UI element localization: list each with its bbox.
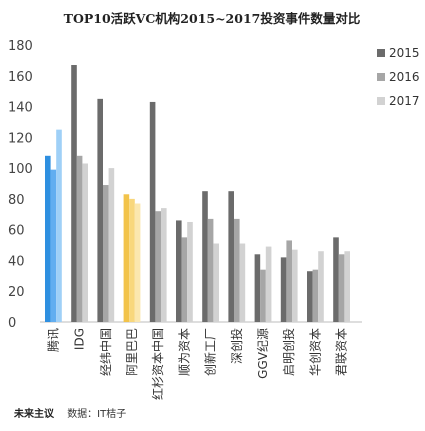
- y-tick-label: 120: [8, 131, 33, 146]
- legend-label: 2017: [389, 94, 420, 108]
- y-tick-label: 160: [8, 70, 33, 85]
- x-tick-label: 腾讯: [45, 328, 60, 352]
- y-tick-label: 80: [8, 193, 25, 208]
- legend-swatch: [377, 97, 385, 105]
- brand-label: 未来主议: [14, 409, 54, 420]
- x-tick-label: 红杉资本中国: [150, 328, 165, 400]
- bar-2017: [56, 129, 62, 322]
- bars: [45, 65, 350, 322]
- x-tick-label: 启明创投: [281, 328, 296, 376]
- y-tick-label: 20: [8, 285, 25, 300]
- x-axis: 腾讯 IDG 经纬中国 阿里巴巴 红杉资本中国 顺为资本 创新工厂 深创投 GGV纪源 启明创投华…: [45, 328, 348, 400]
- x-tick-label: 阿里巴巴: [125, 328, 139, 376]
- y-tick-label: 40: [8, 254, 25, 269]
- bar-2016: [338, 254, 345, 322]
- bar-2017: [187, 221, 193, 322]
- bar-2015: [228, 191, 234, 322]
- bar-2016: [181, 237, 188, 322]
- x-tick-label: 顺为资本: [177, 328, 191, 376]
- legend-label: 2016: [389, 70, 420, 84]
- bar-2017: [265, 246, 272, 322]
- x-tick-label: 华创资本: [308, 328, 322, 376]
- footer: 未来主议 数据：IT桔子: [14, 405, 126, 420]
- bar-2016: [76, 155, 83, 322]
- legend-swatch: [377, 49, 385, 57]
- x-tick-label: GGV纪源: [256, 328, 270, 379]
- bar-2015: [333, 237, 339, 322]
- bar-2017: [108, 168, 115, 322]
- y-axis: 0 20 40 60 80 100 120 140 160 180: [8, 39, 33, 331]
- bar-2015: [254, 254, 261, 322]
- bar-2016: [103, 185, 109, 322]
- x-tick-label: 经纬中国: [98, 328, 113, 376]
- y-tick-label: 140: [8, 101, 33, 116]
- bar-2017: [239, 243, 246, 322]
- legend: 2015 2016 2017: [377, 46, 420, 108]
- bar-2016: [260, 269, 266, 322]
- bar-2015: [123, 194, 130, 322]
- y-tick-label: 60: [8, 224, 25, 239]
- bar-2015: [202, 191, 208, 322]
- bar-2015: [149, 101, 156, 322]
- bar-2016: [155, 211, 161, 322]
- bar-2017: [134, 203, 141, 322]
- x-tick-label: 君联资本: [335, 328, 349, 376]
- bar-2016: [234, 218, 240, 322]
- bar-2015: [280, 257, 287, 322]
- bar-2017: [213, 243, 219, 322]
- bar-2017: [292, 249, 298, 322]
- bar-2016: [312, 269, 319, 322]
- x-tick-label: 创新工厂: [203, 328, 218, 376]
- bar-2016: [50, 169, 57, 322]
- y-tick-label: 180: [8, 39, 33, 54]
- source-label: 数据：IT桔子: [67, 409, 127, 420]
- bar-2015: [71, 65, 77, 322]
- y-tick-label: 0: [8, 316, 16, 331]
- bar-2016: [286, 240, 292, 322]
- bar-2015: [307, 271, 313, 322]
- bar-2015: [176, 220, 182, 322]
- bar-2015: [97, 98, 103, 322]
- bar-2015: [45, 155, 51, 322]
- bar-2016: [207, 218, 214, 322]
- x-tick-label: IDG: [73, 328, 87, 350]
- legend-label: 2015: [389, 46, 420, 60]
- bar-2017: [344, 251, 350, 322]
- bar-2017: [82, 163, 88, 322]
- bar-2017: [161, 208, 167, 322]
- bar-2016: [129, 198, 135, 322]
- bar-2017: [318, 251, 324, 322]
- chart-title: TOP10活跃VC机构2015~2017投资事件数量对比: [64, 11, 361, 26]
- legend-swatch: [377, 73, 385, 81]
- x-tick-label: 深创投: [229, 328, 244, 364]
- y-tick-label: 100: [8, 162, 33, 177]
